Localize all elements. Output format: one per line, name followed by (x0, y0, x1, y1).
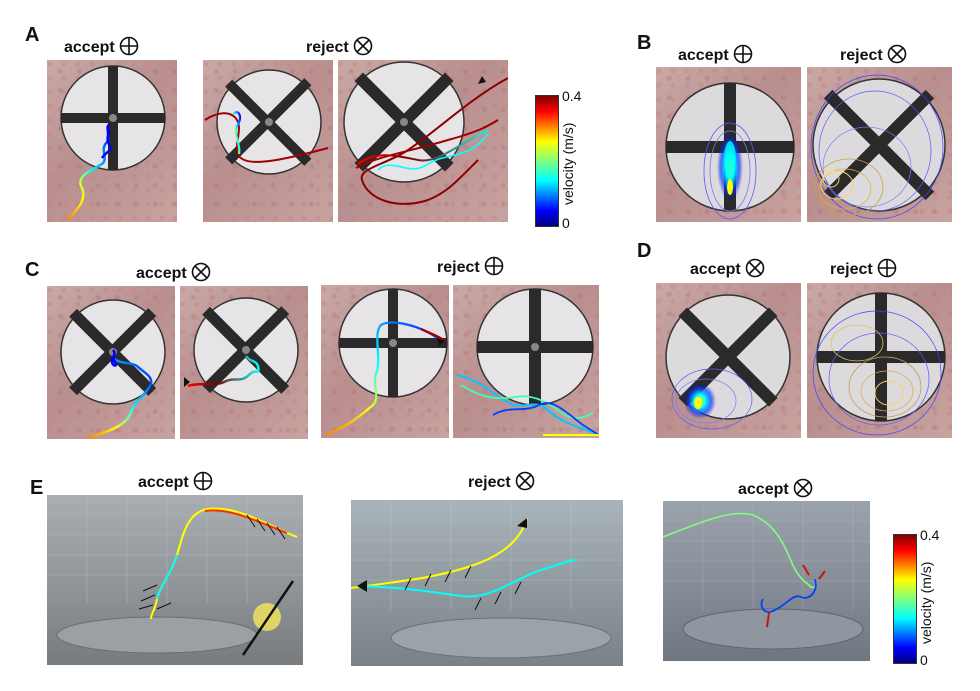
accept-label: accept (138, 474, 189, 491)
panel-c-accept-photo-1 (47, 286, 175, 439)
reject-label: reject (830, 261, 873, 278)
panel-a-accept-caption: accept (64, 36, 139, 57)
reject-label: reject (306, 39, 349, 56)
panel-b-accept-caption: accept (678, 44, 753, 65)
plus-in-circle-icon (119, 36, 139, 56)
panel-e-middle-video (351, 500, 623, 666)
accept-label: accept (738, 481, 789, 498)
colorbar-top-title: velocity (m/s) (560, 122, 576, 205)
panel-letter-c: C (25, 259, 40, 281)
panel-e-middle-caption: reject (468, 471, 535, 492)
panel-letter-a: A (25, 24, 40, 46)
accept-label: accept (64, 39, 115, 56)
plus-in-circle-icon (733, 44, 753, 64)
accept-label: accept (136, 265, 187, 282)
panel-letter-e: E (30, 477, 44, 499)
colorbar-top-min: 0 (562, 215, 570, 231)
panel-e-right-video (663, 501, 870, 661)
accept-label: accept (678, 47, 729, 64)
x-in-circle-icon (191, 262, 211, 282)
panel-e-left-caption: accept (138, 471, 213, 492)
panel-letter-b: B (637, 32, 652, 54)
panel-b-reject-caption: reject (840, 44, 907, 65)
x-in-circle-icon (793, 478, 813, 498)
panel-d-reject-heatmap (807, 283, 952, 438)
colorbar-bottom-min: 0 (920, 652, 928, 668)
panel-letter-d: D (637, 240, 652, 262)
x-in-circle-icon (745, 258, 765, 278)
colorbar-bottom-title: velocity (m/s) (918, 561, 934, 644)
panel-c-reject-photo-1 (321, 285, 449, 438)
panel-d-accept-caption: accept (690, 258, 765, 279)
x-in-circle-icon (353, 36, 373, 56)
panel-b-reject-heatmap (807, 67, 952, 222)
plus-in-circle-icon (484, 256, 504, 276)
panel-a-reject-photo-2 (338, 60, 508, 222)
colorbar-top (535, 95, 559, 227)
panel-c-reject-photo-2 (453, 285, 599, 438)
panel-b-accept-heatmap (656, 67, 801, 222)
panel-a-accept-photo (47, 60, 177, 222)
colorbar-bottom-max: 0.4 (920, 527, 940, 543)
colorbar-top-max: 0.4 (562, 88, 582, 104)
reject-label: reject (468, 474, 511, 491)
panel-a-reject-photo-1 (203, 60, 333, 222)
colorbar-bottom (893, 534, 917, 664)
reject-label: reject (437, 259, 480, 276)
panel-e-left-video (47, 495, 303, 665)
x-in-circle-icon (887, 44, 907, 64)
panel-c-accept-photo-2 (180, 286, 308, 439)
panel-a-reject-caption: reject (306, 36, 373, 57)
panel-d-accept-heatmap (656, 283, 801, 438)
plus-in-circle-icon (193, 471, 213, 491)
accept-label: accept (690, 261, 741, 278)
panel-e-right-caption: accept (738, 478, 813, 499)
plus-in-circle-icon (877, 258, 897, 278)
panel-c-accept-caption: accept (136, 262, 211, 283)
reject-label: reject (840, 47, 883, 64)
x-in-circle-icon (515, 471, 535, 491)
panel-d-reject-caption: reject (830, 258, 897, 279)
panel-c-reject-caption: reject (437, 256, 504, 277)
